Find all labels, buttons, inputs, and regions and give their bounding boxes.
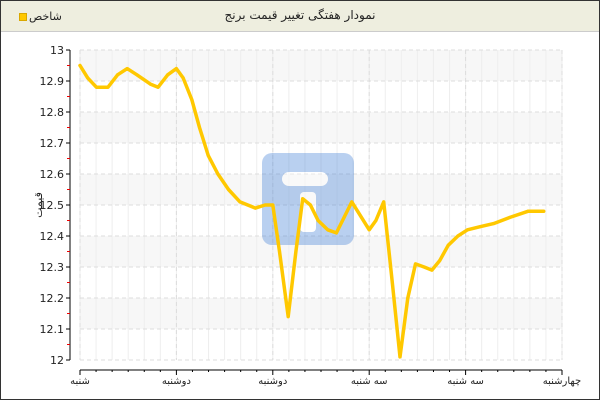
data-point xyxy=(382,200,386,204)
data-point xyxy=(422,265,426,269)
data-point xyxy=(94,85,98,89)
data-point xyxy=(430,268,434,272)
data-point xyxy=(350,200,354,204)
data-point xyxy=(374,219,378,222)
legend-swatch xyxy=(19,12,27,21)
y-tick-label: 12.3 xyxy=(40,261,65,274)
y-axis-label: قیمت xyxy=(32,192,45,218)
data-point xyxy=(156,85,160,89)
data-point xyxy=(478,225,482,229)
series-line xyxy=(78,63,546,359)
y-tick-label: 12.7 xyxy=(40,137,65,150)
data-point xyxy=(238,200,242,204)
data-point xyxy=(286,315,290,319)
data-point xyxy=(166,73,170,77)
chart-title: نمودار هفتگی تغییر قیمت برنج xyxy=(224,8,376,22)
data-point xyxy=(508,215,512,219)
data-point xyxy=(226,188,230,191)
data-point xyxy=(398,355,402,359)
data-point xyxy=(181,76,185,80)
data-point xyxy=(406,296,410,300)
legend-label: شاخص xyxy=(29,10,62,23)
data-point xyxy=(413,262,417,266)
data-point xyxy=(316,219,320,222)
data-point xyxy=(135,73,139,77)
x-tick-label: سه شنبه xyxy=(351,376,388,387)
data-point xyxy=(326,228,330,232)
data-point xyxy=(198,126,202,129)
data-point xyxy=(174,67,178,71)
data-point xyxy=(308,203,312,207)
y-tick-label: 12.8 xyxy=(40,106,65,119)
data-point xyxy=(542,209,546,213)
y-tick-label: 12.5 xyxy=(40,199,65,212)
data-point xyxy=(438,259,442,263)
data-point xyxy=(148,82,152,86)
data-point xyxy=(466,228,470,232)
data-point xyxy=(116,73,120,77)
data-point xyxy=(190,98,194,102)
data-point xyxy=(334,231,338,235)
data-point xyxy=(78,64,82,67)
data-point xyxy=(86,76,90,80)
x-tick-label: سه شنبه xyxy=(447,376,484,387)
x-tick-label: شنبه xyxy=(70,376,90,387)
data-point xyxy=(456,234,460,238)
x-tick-label: چهارشنبه xyxy=(543,376,581,387)
data-point xyxy=(294,250,298,253)
y-tick-label: 12.6 xyxy=(40,168,65,181)
data-point xyxy=(206,153,210,157)
data-point xyxy=(446,243,450,247)
data-point xyxy=(125,67,129,71)
data-point xyxy=(367,228,371,232)
legend[interactable]: شاخص xyxy=(19,10,62,23)
y-tick-label: 12.9 xyxy=(40,75,65,88)
data-point xyxy=(263,203,267,207)
x-tick-label: دوشنبه xyxy=(258,376,287,387)
chart-header: شاخص نمودار هفتگی تغییر قیمت برنج xyxy=(1,1,599,32)
watermark-logo xyxy=(262,153,354,245)
y-tick-label: 12 xyxy=(50,354,64,367)
y-tick-label: 12.2 xyxy=(40,292,65,305)
data-point xyxy=(106,85,110,89)
x-tick-label: دوشنبه xyxy=(162,376,191,387)
data-point xyxy=(390,281,394,284)
data-point xyxy=(356,209,360,213)
data-point xyxy=(492,222,496,226)
y-tick-label: 12.1 xyxy=(40,323,65,336)
data-point xyxy=(278,250,282,253)
data-point xyxy=(253,206,257,210)
y-tick-label: 12.4 xyxy=(40,230,65,243)
data-point xyxy=(342,215,346,219)
data-point xyxy=(301,197,305,201)
data-point xyxy=(216,172,220,176)
data-point xyxy=(271,203,275,207)
data-point xyxy=(526,209,530,213)
y-tick-label: 13 xyxy=(50,44,64,57)
